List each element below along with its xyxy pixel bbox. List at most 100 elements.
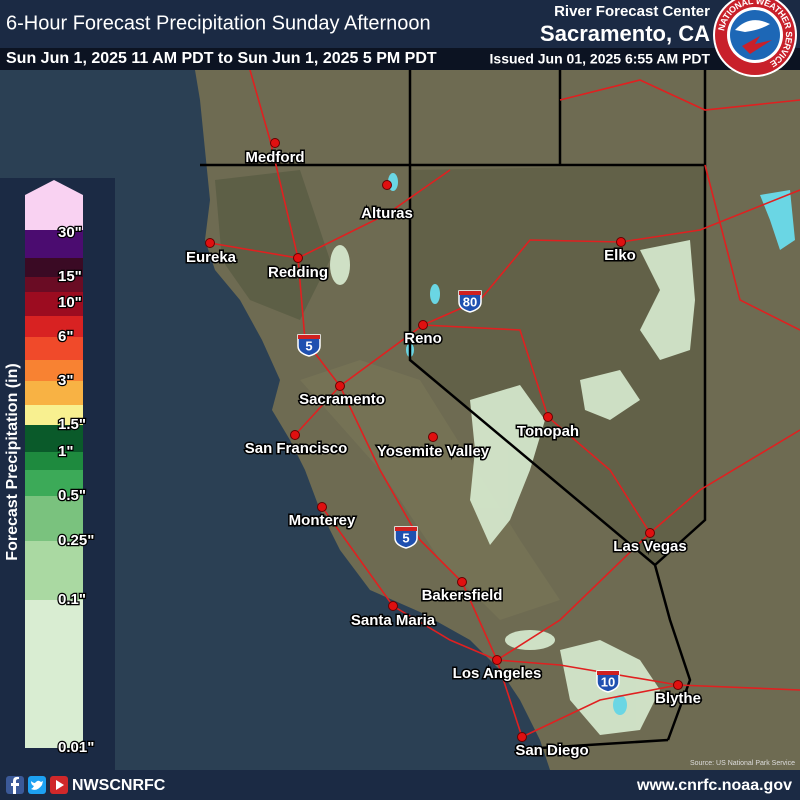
- city-label: Medford: [245, 149, 304, 166]
- legend-band: [25, 180, 83, 230]
- legend-label: 3": [58, 372, 73, 389]
- legend-band: [25, 470, 83, 496]
- social-handle: NWSCNRFC: [72, 777, 166, 794]
- city-dot: [382, 180, 392, 190]
- website-url[interactable]: www.cnrfc.noaa.gov: [636, 777, 792, 794]
- legend-label: 1": [58, 443, 73, 460]
- shield: [596, 670, 620, 693]
- city-dot: [645, 528, 655, 538]
- city-dot: [335, 381, 345, 391]
- period: Sun Jun 1, 2025 11 AM PDT to Sun Jun 1, …: [6, 50, 437, 67]
- city-label: Las Vegas: [613, 538, 686, 555]
- header-bar: [0, 0, 800, 48]
- legend-band: [25, 405, 83, 425]
- highway-shields: 5 80 5 10: [297, 290, 620, 693]
- cities: Medford Alturas Eureka Redding Elko Reno Sacra…: [184, 138, 702, 760]
- legend-title: Forecast Precipitation (in): [4, 363, 21, 560]
- shield-top: [395, 527, 417, 531]
- shield-number: 80: [463, 294, 477, 309]
- shield-number: 5: [402, 530, 409, 545]
- city-dot: [543, 412, 553, 422]
- city-dot: [290, 430, 300, 440]
- legend-label: 1.5": [58, 416, 86, 433]
- legend-band: [25, 496, 83, 541]
- shield: [458, 290, 482, 313]
- legend-band: [25, 258, 83, 277]
- land-shade: [300, 360, 560, 620]
- legend: 30" 15" 10" 6" 3" 1.5" 1" 0.5" 0.25" 0.1" 0.01": [25, 180, 96, 757]
- city-dot: [270, 138, 280, 148]
- lakes: [388, 173, 795, 715]
- legend-band: [25, 230, 83, 258]
- city-label: Yosemite Valley: [377, 443, 490, 460]
- city-dot: [205, 238, 215, 248]
- legend-label: 30": [58, 224, 82, 241]
- city-label: San Francisco: [245, 440, 348, 457]
- legend-band: [25, 337, 83, 360]
- land-shade: [410, 165, 705, 565]
- issued-time: Issued Jun 01, 2025 6:55 AM PDT: [490, 51, 711, 67]
- legend-label: 0.01": [58, 739, 94, 756]
- nws-logo: NATIONAL WEATHER SERVICE: [713, 0, 797, 77]
- source-credit: Source: US National Park Service: [690, 760, 795, 767]
- shield: [297, 334, 321, 357]
- city-label: Santa Maria: [351, 612, 436, 629]
- city-dot: [293, 253, 303, 263]
- legend-label: 0.1": [58, 591, 86, 608]
- shield-top: [459, 291, 481, 295]
- subheader-bar: [0, 48, 800, 70]
- city-label: Los Angeles: [453, 665, 542, 682]
- shield-number: 10: [601, 674, 615, 689]
- city-dot: [317, 502, 327, 512]
- city-dot: [673, 680, 683, 690]
- twitter-glyph: [31, 780, 43, 790]
- facebook-glyph: [11, 776, 19, 794]
- state-borders: [200, 70, 707, 750]
- legend-label: 6": [58, 328, 73, 345]
- footer-bar: [0, 770, 800, 800]
- city-dot: [517, 732, 527, 742]
- legend-band: [25, 600, 83, 748]
- city-dot: [616, 237, 626, 247]
- city-label: Tonopah: [517, 423, 579, 440]
- legend-band: [25, 316, 83, 337]
- city-label: Blythe: [655, 690, 701, 707]
- youtube-glyph: [56, 780, 64, 790]
- city-label: Alturas: [361, 205, 413, 222]
- shield-top: [298, 335, 320, 339]
- city-label: Elko: [604, 247, 636, 264]
- city-dot: [492, 655, 502, 665]
- city-label: Eureka: [186, 249, 237, 266]
- legend-band: [25, 452, 83, 470]
- city-label: Bakersfield: [422, 587, 503, 604]
- legend-band: [25, 381, 83, 405]
- city-dot: [418, 320, 428, 330]
- office-name: Sacramento, CA: [540, 21, 710, 46]
- legend-label: 0.25": [58, 532, 94, 549]
- legend-band: [25, 277, 83, 292]
- legend-band: [25, 360, 83, 381]
- city-label: Redding: [268, 264, 328, 281]
- title: 6-Hour Forecast Precipitation Sunday Aft…: [6, 12, 431, 34]
- legend-label: 10": [58, 294, 82, 311]
- legend-label: 0.5": [58, 487, 86, 504]
- social-icons[interactable]: [6, 776, 68, 794]
- shield-top: [597, 671, 619, 675]
- legend-band: [25, 541, 83, 600]
- city-label: San Diego: [515, 742, 588, 759]
- city-label: Reno: [404, 330, 442, 347]
- mountains: [215, 170, 330, 320]
- shield: [394, 526, 418, 549]
- shield-number: 5: [305, 338, 312, 353]
- city-dot: [388, 601, 398, 611]
- city-dot: [457, 577, 467, 587]
- legend-band: [25, 425, 83, 452]
- center-name: River Forecast Center: [554, 3, 710, 20]
- city-label: Monterey: [289, 512, 356, 529]
- city-label: Sacramento: [299, 391, 385, 408]
- city-dot: [428, 432, 438, 442]
- legend-label: 15": [58, 268, 82, 285]
- legend-band: [25, 292, 83, 316]
